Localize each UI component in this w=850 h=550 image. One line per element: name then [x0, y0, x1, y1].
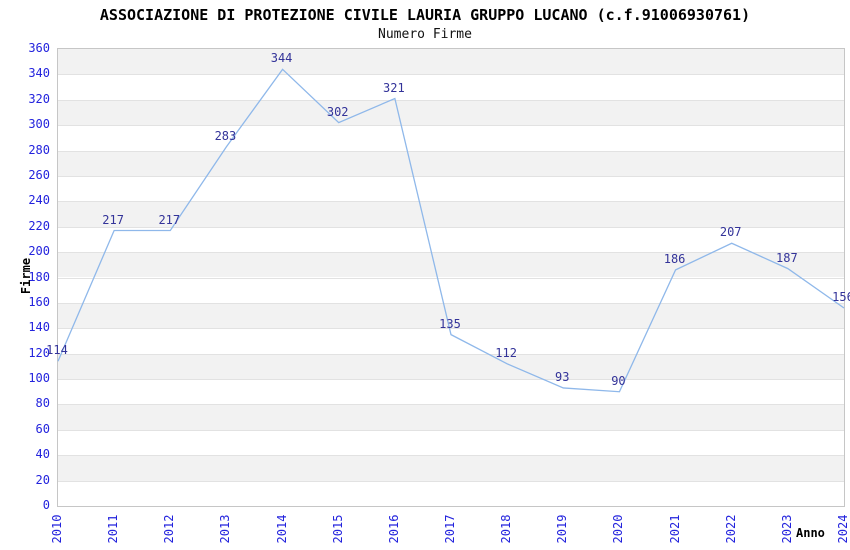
x-tick-label: 2014 [274, 514, 289, 544]
y-tick-label: 220 [28, 218, 50, 233]
gridline [58, 455, 844, 457]
x-tick-label: 2020 [611, 514, 626, 544]
plot-area [57, 48, 845, 507]
gridline [58, 125, 844, 127]
line-series [57, 68, 845, 393]
data-point-label: 321 [383, 80, 405, 95]
gridline [58, 99, 844, 101]
y-tick-label: 300 [28, 117, 50, 132]
grid-band [58, 429, 844, 456]
y-tick-label: 160 [28, 294, 50, 309]
x-tick-label: 2013 [218, 514, 233, 544]
gridline [58, 353, 844, 355]
x-tick-label: 2019 [555, 514, 570, 544]
grid-band [58, 379, 844, 405]
data-point-label: 156 [832, 289, 850, 304]
y-tick-label: 40 [35, 447, 50, 462]
data-point-label: 283 [214, 128, 237, 143]
gridline [58, 201, 844, 203]
data-point-label: 112 [495, 345, 517, 360]
x-tick-label: 2010 [50, 514, 64, 544]
grid-band [58, 302, 844, 329]
data-point-label: 207 [719, 225, 742, 240]
chart-subtitle: Numero Firme [378, 27, 472, 42]
data-point-label: 302 [326, 104, 349, 119]
grid-band [58, 74, 844, 100]
x-tick-label: 2021 [667, 514, 682, 544]
grid-band [58, 404, 844, 430]
gridline [58, 480, 844, 482]
grid-band [58, 353, 844, 380]
y-tick-label: 340 [28, 66, 50, 81]
grid-band [58, 49, 844, 75]
gridline [58, 302, 844, 304]
grid-band [58, 201, 844, 227]
y-tick-label: 20 [35, 472, 50, 487]
x-tick-label: 2024 [836, 514, 850, 544]
y-tick-label: 280 [28, 142, 50, 157]
y-tick-label: 180 [28, 269, 50, 284]
x-tick-label: 2018 [499, 514, 514, 544]
chart-title: ASSOCIAZIONE DI PROTEZIONE CIVILE LAURIA… [99, 6, 751, 24]
y-tick-label: 140 [28, 320, 50, 335]
x-tick-label: 2022 [723, 514, 738, 544]
x-tick-label: 2017 [443, 514, 457, 544]
data-point-label: 186 [663, 251, 686, 266]
y-tick-label: 320 [28, 91, 50, 106]
grid-band [58, 175, 844, 202]
data-point-label: 90 [611, 373, 626, 388]
grid-band [58, 455, 844, 481]
y-tick-label: 120 [28, 345, 50, 360]
grid-band [58, 99, 844, 126]
data-point-label: 93 [555, 369, 570, 384]
gridline [58, 277, 844, 279]
grid-band [58, 252, 844, 278]
data-point-label: 217 [102, 212, 124, 227]
data-point-label: 114 [46, 343, 68, 358]
y-tick-label: 200 [28, 244, 50, 259]
x-axis-title: Anno [796, 526, 825, 540]
x-tick-label: 2012 [162, 514, 177, 544]
grid-band [58, 150, 844, 176]
line-series-svg [57, 68, 845, 393]
gridline [58, 404, 844, 406]
y-tick-label: 0 [42, 498, 50, 512]
gridline [58, 175, 844, 177]
gridline [58, 328, 844, 330]
y-tick-label: 100 [28, 371, 50, 386]
gridline [58, 150, 844, 152]
data-point-label: 217 [158, 212, 181, 227]
x-tick-label: 2011 [106, 514, 121, 544]
y-tick-label: 260 [28, 167, 50, 182]
data-point-label: 187 [776, 250, 798, 265]
y-tick-label: 240 [28, 193, 50, 208]
data-point-label: 135 [439, 316, 461, 331]
gridline [58, 379, 844, 381]
x-tick-label: 2016 [386, 514, 401, 544]
y-tick-label: 80 [35, 396, 50, 411]
data-point-label: 344 [270, 51, 293, 66]
gridline [58, 74, 844, 76]
x-tick-label: 2015 [330, 514, 345, 544]
gridline [58, 252, 844, 254]
y-tick-label: 360 [28, 41, 50, 55]
gridline [58, 226, 844, 228]
grid-band [58, 480, 844, 506]
grid-band [58, 277, 844, 303]
grid-band [58, 226, 844, 253]
gridline [58, 429, 844, 431]
y-tick-label: 60 [35, 421, 50, 436]
grid-band [58, 125, 844, 151]
